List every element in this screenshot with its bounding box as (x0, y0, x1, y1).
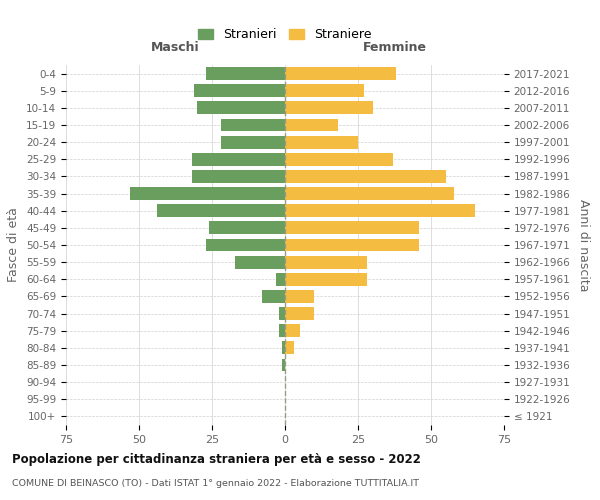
Bar (285, 67, 396, 80)
Text: COMUNE DI BEINASCO (TO) - Dati ISTAT 1° gennaio 2022 - Elaborazione TUTTITALIA.I: COMUNE DI BEINASCO (TO) - Dati ISTAT 1° … (12, 479, 419, 488)
Bar (206, 238, 285, 252)
Bar (285, 307, 314, 320)
Bar (285, 238, 419, 252)
Bar (285, 256, 367, 268)
Bar (157, 204, 285, 217)
Bar (285, 136, 358, 148)
Bar (279, 324, 285, 337)
Bar (235, 256, 285, 268)
Legend: Stranieri, Straniere: Stranieri, Straniere (194, 24, 376, 45)
Bar (194, 84, 285, 97)
Bar (130, 187, 285, 200)
Bar (282, 358, 285, 372)
Text: Maschi: Maschi (151, 41, 200, 54)
Bar (285, 118, 338, 132)
Bar (285, 187, 454, 200)
Bar (197, 102, 285, 114)
Bar (285, 204, 475, 217)
Bar (206, 67, 285, 80)
Bar (285, 222, 419, 234)
Bar (282, 342, 285, 354)
Bar (285, 170, 446, 183)
Bar (285, 273, 367, 285)
Bar (285, 290, 314, 303)
Bar (221, 136, 285, 148)
Bar (209, 222, 285, 234)
Bar (191, 153, 285, 166)
Bar (285, 102, 373, 114)
Bar (285, 153, 393, 166)
Bar (285, 324, 299, 337)
Text: Femmine: Femmine (362, 41, 427, 54)
Bar (285, 342, 294, 354)
Bar (279, 307, 285, 320)
Bar (285, 84, 364, 97)
Y-axis label: Fasce di età: Fasce di età (7, 208, 20, 282)
Text: Popolazione per cittadinanza straniera per età e sesso - 2022: Popolazione per cittadinanza straniera p… (12, 452, 421, 466)
Bar (276, 273, 285, 285)
Bar (262, 290, 285, 303)
Y-axis label: Anni di nascita: Anni di nascita (577, 198, 590, 291)
Bar (221, 118, 285, 132)
Bar (191, 170, 285, 183)
